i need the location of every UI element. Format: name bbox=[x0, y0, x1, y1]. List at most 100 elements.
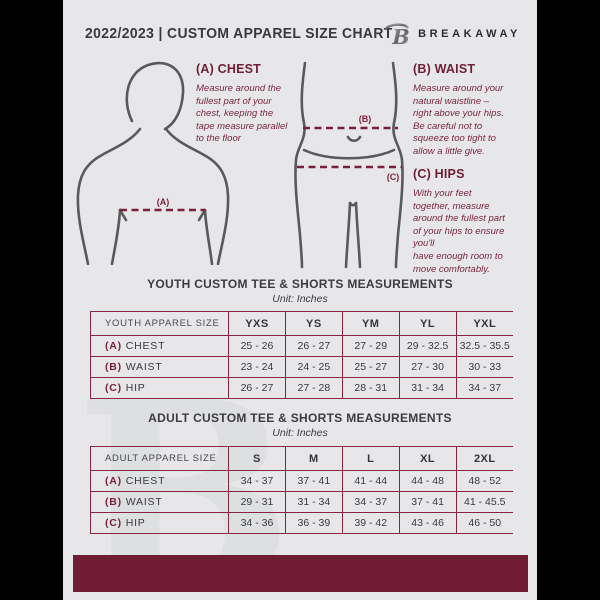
right-armpit-line bbox=[203, 208, 214, 265]
row-label-cell: (B) WAIST bbox=[90, 491, 229, 513]
measurement-cell: 25 - 27 bbox=[341, 356, 400, 378]
adult-table-unit: Unit: Inches bbox=[272, 427, 328, 439]
youth-section-title: YOUTH CUSTOM TEE & SHORTS MEASUREMENTS U… bbox=[63, 277, 537, 305]
brand-lockup: B BREAKAWAY bbox=[385, 20, 521, 48]
row-label-cell: (A) CHEST bbox=[90, 335, 229, 357]
adult-section-title: ADULT CUSTOM TEE & SHORTS MEASUREMENTS U… bbox=[63, 411, 537, 439]
measurement-cell: 34 - 36 bbox=[228, 512, 286, 534]
row-marker: (A) bbox=[105, 340, 122, 352]
table-row: (C) HIP 34 - 36 36 - 39 39 - 42 43 - 46 46 - … bbox=[90, 512, 513, 534]
column-header: YL bbox=[398, 311, 457, 336]
measurements-table: ADULT APPAREL SIZE S M L XL 2XL (A) CHEST 34 - … bbox=[90, 446, 513, 534]
breakaway-logo-icon: B bbox=[385, 23, 410, 48]
column-header: YOUTH APPAREL SIZE bbox=[90, 311, 229, 336]
chest-marker-label: (A) bbox=[157, 197, 170, 207]
measurement-cell: 37 - 41 bbox=[398, 491, 457, 513]
adult-table-title: ADULT CUSTOM TEE & SHORTS MEASUREMENTS bbox=[148, 411, 452, 425]
measurement-cell: 27 - 30 bbox=[398, 356, 457, 378]
left-hip-leg-outline bbox=[294, 61, 307, 269]
youth-table-unit: Unit: Inches bbox=[272, 293, 328, 305]
waist-guide-text: Measure around your natural waistline – … bbox=[413, 83, 504, 157]
measurement-cell: 46 - 50 bbox=[455, 512, 513, 534]
measurement-cell: 23 - 24 bbox=[228, 356, 286, 378]
torso-figure-illustration: (A) bbox=[76, 61, 230, 265]
measurement-cell: 39 - 42 bbox=[341, 512, 400, 534]
chest-guide-text: Measure around the fullest part of your … bbox=[196, 83, 288, 145]
measurement-cell: 27 - 28 bbox=[284, 377, 343, 399]
table-row: (B) WAIST 23 - 24 24 - 25 25 - 27 27 - 30 30 … bbox=[90, 356, 513, 378]
row-marker: (C) bbox=[105, 382, 122, 394]
chest-guide-block: (A) CHEST Measure around the fullest par… bbox=[196, 62, 308, 146]
measurement-cell: 41 - 44 bbox=[341, 470, 400, 492]
lower-body-figure-illustration: (B) (C) bbox=[294, 61, 404, 269]
measurement-cell: 24 - 25 bbox=[284, 356, 343, 378]
hips-guide-block: (C) HIPS With your feet together, measur… bbox=[413, 167, 537, 276]
measurement-cell: 26 - 27 bbox=[284, 335, 343, 357]
table-header-row: YOUTH APPAREL SIZE YXS YS YM YL YXL bbox=[90, 311, 513, 336]
column-header: YS bbox=[284, 311, 343, 336]
measurement-cell: 41 - 45.5 bbox=[455, 491, 513, 513]
measurement-cell: 29 - 31 bbox=[228, 491, 286, 513]
column-header: YXS bbox=[228, 311, 286, 336]
column-header: 2XL bbox=[455, 446, 513, 471]
measurement-cell: 29 - 32.5 bbox=[398, 335, 457, 357]
left-inner-leg-line bbox=[344, 201, 352, 269]
measurement-cell: 37 - 41 bbox=[284, 470, 343, 492]
right-hip-leg-outline bbox=[391, 61, 404, 269]
row-marker: (B) bbox=[105, 361, 122, 373]
youth-table-title: YOUTH CUSTOM TEE & SHORTS MEASUREMENTS bbox=[147, 277, 453, 291]
left-shoulder-arm-outline bbox=[76, 127, 142, 265]
hips-guide-heading: (C) HIPS bbox=[413, 167, 465, 181]
measurement-cell: 48 - 52 bbox=[455, 470, 513, 492]
column-header: ADULT APPAREL SIZE bbox=[90, 446, 229, 471]
measurement-cell: 43 - 46 bbox=[398, 512, 457, 534]
page-title: 2022/2023 | CUSTOM APPAREL SIZE CHART bbox=[85, 26, 393, 42]
table-header-row: ADULT APPAREL SIZE S M L XL 2XL bbox=[90, 446, 513, 471]
navel-mark bbox=[346, 135, 362, 143]
row-label-cell: (B) WAIST bbox=[90, 356, 229, 378]
measurement-cell: 44 - 48 bbox=[398, 470, 457, 492]
column-header: XL bbox=[398, 446, 457, 471]
adult-size-table: ADULT APPAREL SIZE S M L XL 2XL (A) CHEST 34 - … bbox=[90, 446, 513, 534]
size-chart-page: 2022/2023 | CUSTOM APPAREL SIZE CHART B … bbox=[63, 0, 537, 600]
youth-size-table: YOUTH APPAREL SIZE YXS YS YM YL YXL (A) CHEST 2… bbox=[90, 311, 513, 399]
footer-accent-bar bbox=[73, 555, 528, 592]
table-row: (A) CHEST 25 - 26 26 - 27 27 - 29 29 - 32.5 3… bbox=[90, 335, 513, 357]
measurement-cell: 36 - 39 bbox=[284, 512, 343, 534]
right-shoulder-arm-outline bbox=[164, 127, 230, 265]
measurement-cell: 27 - 29 bbox=[341, 335, 400, 357]
table-row: (C) HIP 26 - 27 27 - 28 28 - 31 31 - 34 34 - … bbox=[90, 377, 513, 399]
row-marker: (A) bbox=[105, 475, 122, 487]
left-armpit-line bbox=[110, 208, 122, 265]
row-label-cell: (A) CHEST bbox=[90, 470, 229, 492]
waist-guide-heading: (B) WAIST bbox=[413, 62, 476, 76]
chest-guide-heading: (A) CHEST bbox=[196, 62, 261, 76]
measurement-cell: 30 - 33 bbox=[455, 356, 513, 378]
measurement-cell: 25 - 26 bbox=[228, 335, 286, 357]
table-row: (B) WAIST 29 - 31 31 - 34 34 - 37 37 - 41 41 … bbox=[90, 491, 513, 513]
measurement-cell: 34 - 37 bbox=[228, 470, 286, 492]
row-label-cell: (C) HIP bbox=[90, 377, 229, 399]
table-row: (A) CHEST 34 - 37 37 - 41 41 - 44 44 - 48 48 … bbox=[90, 470, 513, 492]
measurement-cell: 34 - 37 bbox=[455, 377, 513, 399]
row-marker: (C) bbox=[105, 517, 122, 529]
measurement-cell: 26 - 27 bbox=[228, 377, 286, 399]
logo-letter: B bbox=[391, 25, 410, 48]
hip-curve-line bbox=[302, 148, 396, 160]
row-label-cell: (C) HIP bbox=[90, 512, 229, 534]
left-armpit-tick bbox=[118, 208, 128, 222]
head-outline bbox=[125, 61, 185, 131]
measurement-cell: 28 - 31 bbox=[341, 377, 400, 399]
column-header: M bbox=[284, 446, 343, 471]
measurement-cell: 31 - 34 bbox=[284, 491, 343, 513]
row-marker: (B) bbox=[105, 496, 122, 508]
right-armpit-tick bbox=[197, 208, 207, 222]
measurement-cell: 31 - 34 bbox=[398, 377, 457, 399]
measurements-table: YOUTH APPAREL SIZE YXS YS YM YL YXL (A) CHEST 2… bbox=[90, 311, 513, 399]
waist-guide-block: (B) WAIST Measure around your natural wa… bbox=[413, 62, 537, 159]
measurement-cell: 32.5 - 35.5 bbox=[455, 335, 513, 357]
column-header: L bbox=[341, 446, 400, 471]
column-header: YM bbox=[341, 311, 400, 336]
measurement-cell: 34 - 37 bbox=[341, 491, 400, 513]
